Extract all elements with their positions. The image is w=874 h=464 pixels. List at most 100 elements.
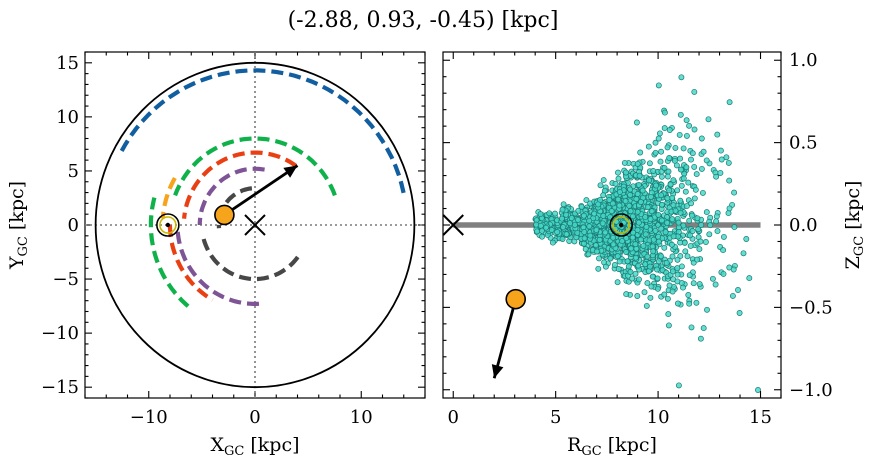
star-point (683, 132, 690, 139)
star-point (634, 191, 641, 197)
right-galactic-center-x-icon (442, 214, 464, 236)
star-point (687, 242, 694, 249)
star-point (692, 186, 699, 193)
star-point (658, 225, 665, 232)
star-point (574, 229, 581, 236)
star-point (667, 181, 674, 188)
star-point (642, 214, 649, 221)
star-point (677, 197, 684, 204)
right-y-tick-label: 0.5 (789, 133, 818, 154)
right-object-marker (505, 288, 527, 310)
star-point (714, 131, 721, 138)
star-point (675, 219, 682, 226)
star-point (636, 172, 643, 179)
star-point (636, 276, 642, 283)
star-point (705, 116, 712, 123)
star-point (627, 186, 634, 193)
star-point (648, 208, 655, 215)
star-point (595, 201, 602, 208)
star-point (559, 206, 566, 213)
star-point (654, 275, 661, 282)
star-point (585, 251, 592, 258)
star-point (634, 227, 641, 233)
star-point (599, 220, 606, 227)
sun-marker-outer (156, 213, 180, 237)
spiral-arm-segment-9 (201, 238, 301, 282)
left-y-axis-label: YGC [kpc] (6, 181, 31, 270)
left-object-marker (214, 204, 235, 226)
right-y-tick-label: 1.0 (789, 50, 818, 71)
star-point (560, 224, 567, 231)
star-point (615, 175, 622, 182)
star-point (608, 208, 615, 215)
left-x-tick-label: 10 (350, 407, 373, 428)
star-point (543, 224, 549, 231)
star-point (678, 74, 685, 81)
star-point (586, 217, 593, 224)
left-y-tick-label: −5 (52, 269, 79, 290)
star-point (650, 248, 657, 255)
right-sun-marker-dot (619, 222, 624, 228)
star-point (755, 387, 761, 393)
left-axis-ticks: −10 0 10 −15 −10 −5 0 5 10 15 (41, 51, 426, 428)
star-point (669, 253, 676, 260)
star-point (707, 222, 714, 229)
left-x-tick-label: −10 (130, 407, 168, 428)
spiral-arm-segment-5 (167, 225, 214, 302)
star-point (674, 187, 681, 194)
star-point (549, 239, 556, 246)
star-point (615, 196, 622, 203)
star-point (635, 219, 642, 226)
star-point (681, 239, 688, 246)
star-point (611, 262, 618, 268)
right-panel-rz: 0 5 10 15 −1.0 −0.5 0.0 0.5 1.0 RGC [kpc] ZGC [k… (442, 50, 867, 459)
sun-marker-dot (165, 222, 171, 228)
star-scatter-group (532, 74, 761, 393)
star-point (693, 299, 700, 306)
star-point (646, 177, 652, 184)
star-point (602, 263, 609, 270)
star-point (682, 248, 689, 255)
star-point (568, 215, 575, 222)
star-point (647, 263, 653, 270)
left-y-tick-label: 5 (68, 161, 79, 182)
right-x-tick-label: 15 (749, 407, 772, 428)
star-point (686, 300, 693, 307)
star-point (689, 150, 696, 157)
star-point (666, 127, 673, 133)
star-point (677, 166, 684, 173)
star-point (637, 199, 644, 205)
star-point (642, 231, 649, 238)
star-point (633, 119, 640, 126)
right-y-tick-label: −1.0 (789, 380, 833, 401)
spiral-arm-segment-2 (148, 197, 190, 308)
star-point (658, 201, 665, 208)
star-point (652, 149, 659, 156)
spiral-arm-segment-3 (160, 176, 177, 219)
star-point (685, 292, 692, 298)
star-point (723, 154, 730, 161)
star-point (670, 233, 677, 240)
star-point (700, 325, 707, 332)
star-point (537, 222, 544, 229)
star-point (629, 234, 636, 241)
star-point (668, 241, 675, 248)
left-x-tick-label: 0 (249, 407, 260, 428)
star-point (546, 210, 553, 217)
star-point (634, 293, 641, 299)
star-point (612, 180, 619, 187)
star-point (615, 169, 621, 176)
star-point (669, 268, 676, 275)
star-point (597, 182, 604, 189)
star-point (655, 211, 662, 218)
right-x-tick-label: 5 (550, 407, 561, 428)
star-point (683, 164, 690, 171)
star-point (674, 256, 681, 263)
left-y-tick-label: −15 (41, 377, 79, 398)
star-point (698, 222, 705, 228)
star-point (665, 168, 672, 175)
star-point (644, 280, 651, 287)
left-plot-content (85, 52, 425, 398)
spiral-arm-segment-6 (197, 166, 265, 225)
star-point (682, 188, 689, 195)
